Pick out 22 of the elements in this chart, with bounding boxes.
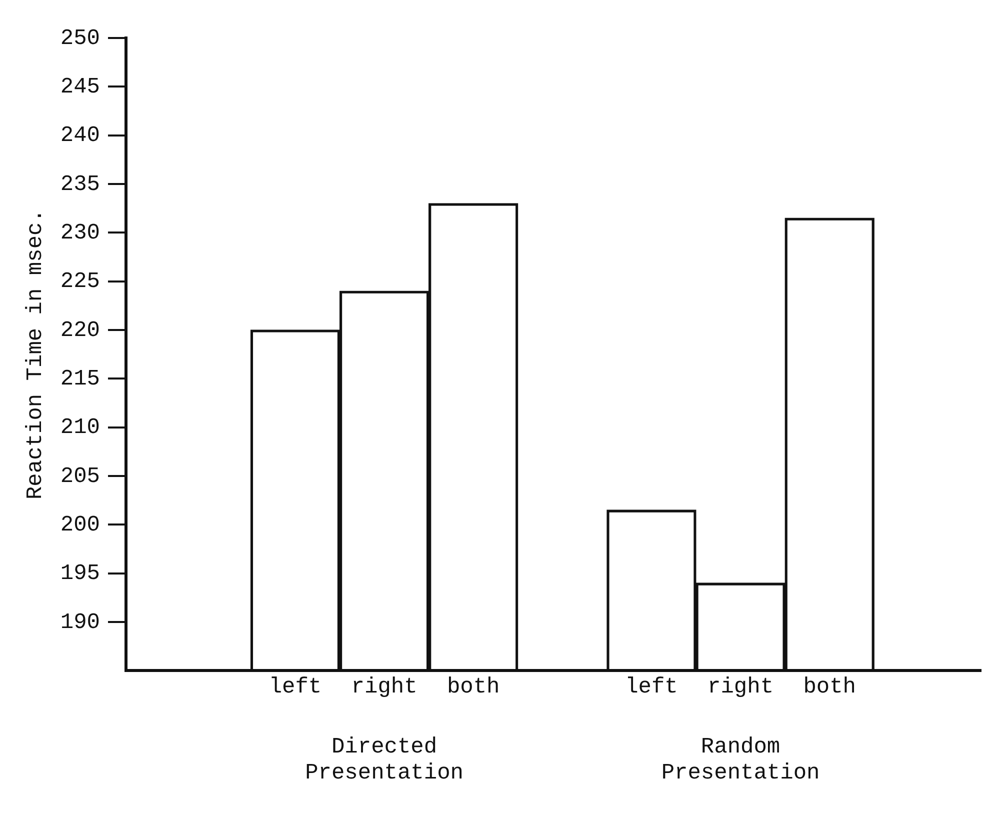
x-tick-label: right bbox=[351, 674, 418, 700]
y-tick-label: 245 bbox=[60, 74, 100, 100]
text: Directed Presentation bbox=[305, 734, 464, 786]
x-tick-label: both bbox=[446, 674, 500, 700]
x-tick-label: both bbox=[803, 674, 856, 700]
y-axis-title: Reaction Time in msec. bbox=[23, 209, 48, 500]
y-tick-label: 195 bbox=[60, 561, 100, 586]
y-tick-label: 250 bbox=[60, 26, 100, 51]
text: Random Presentation bbox=[661, 734, 820, 786]
x-tick-label: right bbox=[708, 674, 774, 700]
y-tick-label: 190 bbox=[60, 610, 100, 635]
y-tick-label: 230 bbox=[60, 220, 100, 246]
y-tick-label: 210 bbox=[60, 415, 100, 440]
x-tick-label: left bbox=[268, 674, 322, 700]
y-tick-label: 225 bbox=[60, 269, 100, 294]
x-tick-label: left bbox=[625, 674, 678, 700]
y-tick-label: 200 bbox=[60, 512, 100, 538]
y-tick-label: 220 bbox=[60, 318, 100, 343]
y-tick-label: 215 bbox=[60, 366, 100, 392]
y-tick-label: 240 bbox=[60, 123, 100, 148]
y-tick-label: 205 bbox=[60, 464, 100, 489]
y-tick-label: 235 bbox=[60, 172, 100, 197]
